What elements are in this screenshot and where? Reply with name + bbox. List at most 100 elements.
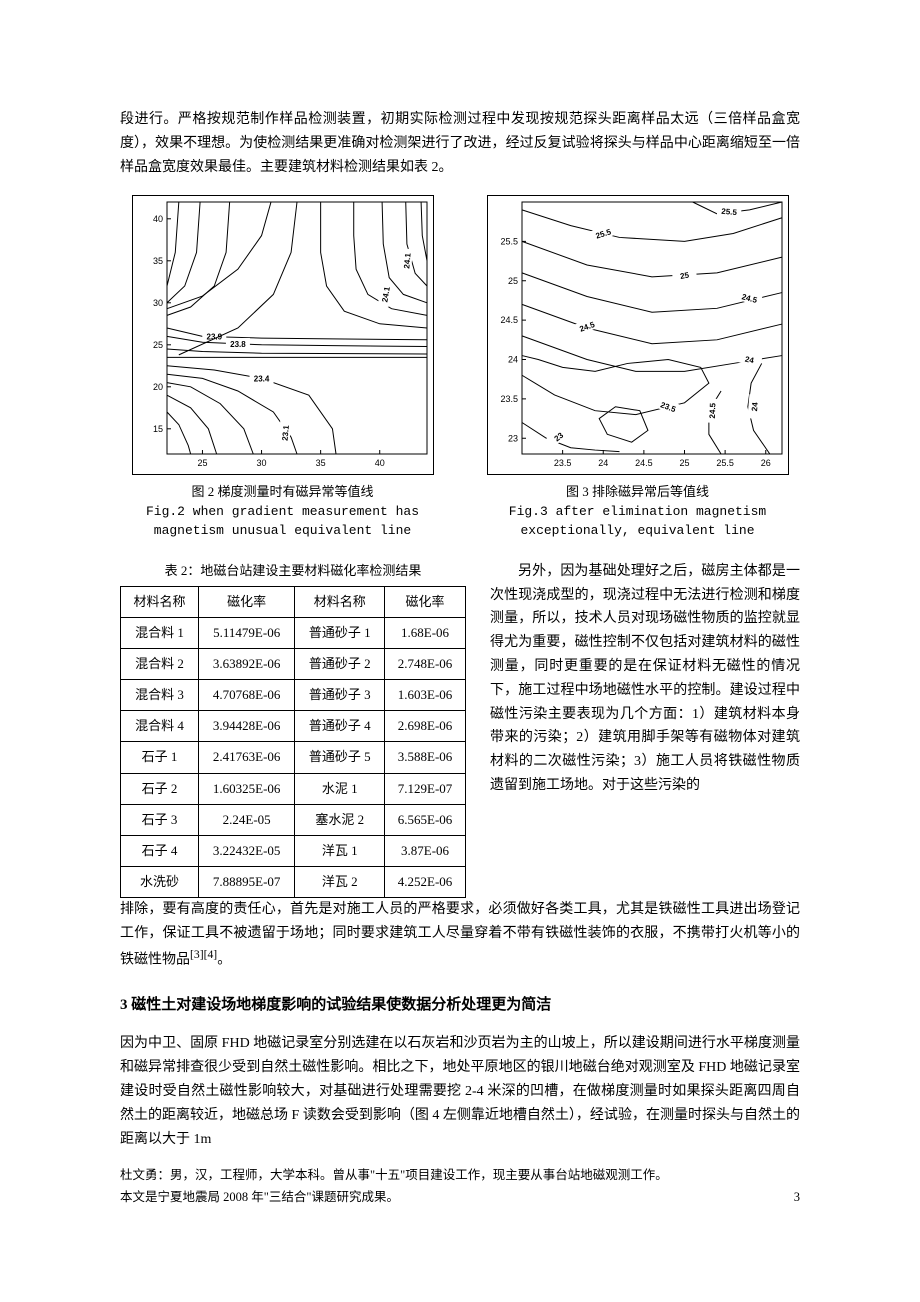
table-row: 石子 21.60325E-06水泥 17.129E-07 (121, 773, 466, 804)
table-cell: 2.698E-06 (385, 711, 466, 742)
table-row: 混合料 23.63892E-06普通砂子 22.748E-06 (121, 649, 466, 680)
svg-text:35: 35 (315, 458, 325, 468)
fig2-caption-cn: 图 2 梯度测量时有磁异常等值线 (120, 481, 445, 503)
fig2-contour-plot: 25 30 35 40 15 20 25 30 35 40 23.9 23.8 23.4 23.1 24.1… (132, 195, 434, 475)
table-cell: 7.129E-07 (385, 773, 466, 804)
fig3-caption-cn: 图 3 排除磁异常后等值线 (475, 481, 800, 503)
svg-text:25.5: 25.5 (500, 237, 518, 247)
svg-text:23.8: 23.8 (230, 340, 246, 349)
svg-text:25: 25 (679, 458, 689, 468)
references-sup: [3][4] (190, 948, 217, 961)
table-cell: 2.41763E-06 (198, 742, 295, 773)
svg-text:24: 24 (598, 458, 608, 468)
table-cell: 洋瓦 2 (295, 866, 385, 897)
svg-text:25.5: 25.5 (716, 458, 734, 468)
table-row: 水洗砂7.88895E-07洋瓦 24.252E-06 (121, 866, 466, 897)
table-row: 混合料 15.11479E-06普通砂子 11.68E-06 (121, 618, 466, 649)
svg-text:24: 24 (750, 402, 760, 412)
table-cell: 3.94428E-06 (198, 711, 295, 742)
table-cell: 普通砂子 1 (295, 618, 385, 649)
svg-text:24: 24 (507, 355, 517, 365)
section3-heading: 3 磁性土对建设场地梯度影响的试验结果使数据分析处理更为简洁 (120, 993, 800, 1019)
table-cell: 水洗砂 (121, 866, 199, 897)
table-header: 材料名称 (121, 586, 199, 617)
svg-text:23.9: 23.9 (206, 333, 222, 342)
table-header: 磁化率 (385, 586, 466, 617)
page-number: 3 (794, 1187, 800, 1208)
svg-text:26: 26 (760, 458, 770, 468)
fig3-contour-plot: 23.5 24 24.5 25 25.5 26 23 23.5 24 24.5 25 25.5 25.5… (487, 195, 789, 475)
page-footer: 杜文勇：男，汉，工程师，大学本科。曾从事"十五"项目建设工作，现主要从事台站地磁… (120, 1165, 800, 1208)
svg-text:23.5: 23.5 (500, 394, 518, 404)
svg-text:35: 35 (152, 256, 162, 266)
table-cell: 普通砂子 5 (295, 742, 385, 773)
fig3-caption-en-2: exceptionally, equivalent line (475, 522, 800, 540)
table-cell: 石子 4 (121, 835, 199, 866)
table-cell: 普通砂子 3 (295, 680, 385, 711)
figure-2: 25 30 35 40 15 20 25 30 35 40 23.9 23.8 23.4 23.1 24.1… (120, 195, 445, 539)
table2-caption: 表 2：地磁台站建设主要材料磁化率检测结果 (120, 560, 466, 582)
fig2-caption-en-2: magnetism unusual equivalent line (120, 522, 445, 540)
table-cell: 3.588E-06 (385, 742, 466, 773)
table-cell: 3.22432E-05 (198, 835, 295, 866)
svg-text:25: 25 (197, 458, 207, 468)
intro-paragraph: 段进行。严格按规范制作样品检测装置，初期实际检测过程中发现按规范探头距离样品太远… (120, 108, 800, 179)
table-cell: 普通砂子 4 (295, 711, 385, 742)
svg-text:24.5: 24.5 (707, 403, 717, 419)
table-cell: 混合料 1 (121, 618, 199, 649)
svg-text:24.1: 24.1 (380, 286, 392, 303)
table-row: 石子 43.22432E-05洋瓦 13.87E-06 (121, 835, 466, 866)
table-cell: 5.11479E-06 (198, 618, 295, 649)
table-row: 混合料 43.94428E-06普通砂子 42.698E-06 (121, 711, 466, 742)
svg-text:25: 25 (152, 340, 162, 350)
footer-author: 杜文勇：男，汉，工程师，大学本科。曾从事"十五"项目建设工作，现主要从事台站地磁… (120, 1165, 800, 1186)
table-cell: 混合料 4 (121, 711, 199, 742)
svg-text:23.5: 23.5 (553, 458, 571, 468)
table-cell: 混合料 3 (121, 680, 199, 711)
svg-text:25: 25 (507, 276, 517, 286)
table-cell: 石子 1 (121, 742, 199, 773)
table-cell: 水泥 1 (295, 773, 385, 804)
svg-text:40: 40 (152, 214, 162, 224)
svg-text:30: 30 (256, 458, 266, 468)
after-paragraph-tail: 。 (217, 953, 231, 968)
table-cell: 1.68E-06 (385, 618, 466, 649)
table-cell: 1.60325E-06 (198, 773, 295, 804)
svg-text:30: 30 (152, 298, 162, 308)
svg-text:24.5: 24.5 (635, 458, 653, 468)
figure-3: 23.5 24 24.5 25 25.5 26 23 23.5 24 24.5 25 25.5 25.5… (475, 195, 800, 539)
fig3-caption-en-1: Fig.3 after elimination magnetism (475, 503, 800, 521)
table-cell: 石子 2 (121, 773, 199, 804)
svg-text:24.5: 24.5 (500, 316, 518, 326)
side-paragraph: 另外，因为基础处理好之后，磁房主体都是一次性现浇成型的，现浇过程中无法进行检测和… (490, 560, 800, 898)
table-row: 混合料 34.70768E-06普通砂子 31.603E-06 (121, 680, 466, 711)
svg-text:23: 23 (507, 434, 517, 444)
after-paragraph: 排除，要有高度的责任心，首先是对施工人员的严格要求，必须做好各类工具，尤其是铁磁… (120, 898, 800, 973)
table-row: 石子 32.24E-05塞水泥 26.565E-06 (121, 804, 466, 835)
table-cell: 普通砂子 2 (295, 649, 385, 680)
table-cell: 2.24E-05 (198, 804, 295, 835)
table-cell: 2.748E-06 (385, 649, 466, 680)
table-cell: 6.565E-06 (385, 804, 466, 835)
svg-text:40: 40 (374, 458, 384, 468)
table2-materials: 材料名称磁化率材料名称磁化率 混合料 15.11479E-06普通砂子 11.6… (120, 586, 466, 898)
footer-note: 本文是宁夏地震局 2008 年"三结合"课题研究成果。 (120, 1190, 399, 1204)
table-cell: 7.88895E-07 (198, 866, 295, 897)
table-row: 石子 12.41763E-06普通砂子 53.588E-06 (121, 742, 466, 773)
table-cell: 3.87E-06 (385, 835, 466, 866)
table-cell: 1.603E-06 (385, 680, 466, 711)
table-cell: 3.63892E-06 (198, 649, 295, 680)
table-header: 材料名称 (295, 586, 385, 617)
table-cell: 塞水泥 2 (295, 804, 385, 835)
svg-text:25.5: 25.5 (720, 207, 737, 217)
section3-body: 因为中卫、固原 FHD 地磁记录室分别选建在以石灰岩和沙页岩为主的山坡上，所以建… (120, 1032, 800, 1151)
table-cell: 洋瓦 1 (295, 835, 385, 866)
svg-text:23.1: 23.1 (280, 425, 290, 442)
svg-text:20: 20 (152, 382, 162, 392)
svg-text:24.1: 24.1 (402, 253, 412, 270)
svg-text:23.4: 23.4 (253, 375, 269, 384)
svg-text:15: 15 (152, 424, 162, 434)
table-cell: 石子 3 (121, 804, 199, 835)
table-cell: 4.70768E-06 (198, 680, 295, 711)
table-header: 磁化率 (198, 586, 295, 617)
